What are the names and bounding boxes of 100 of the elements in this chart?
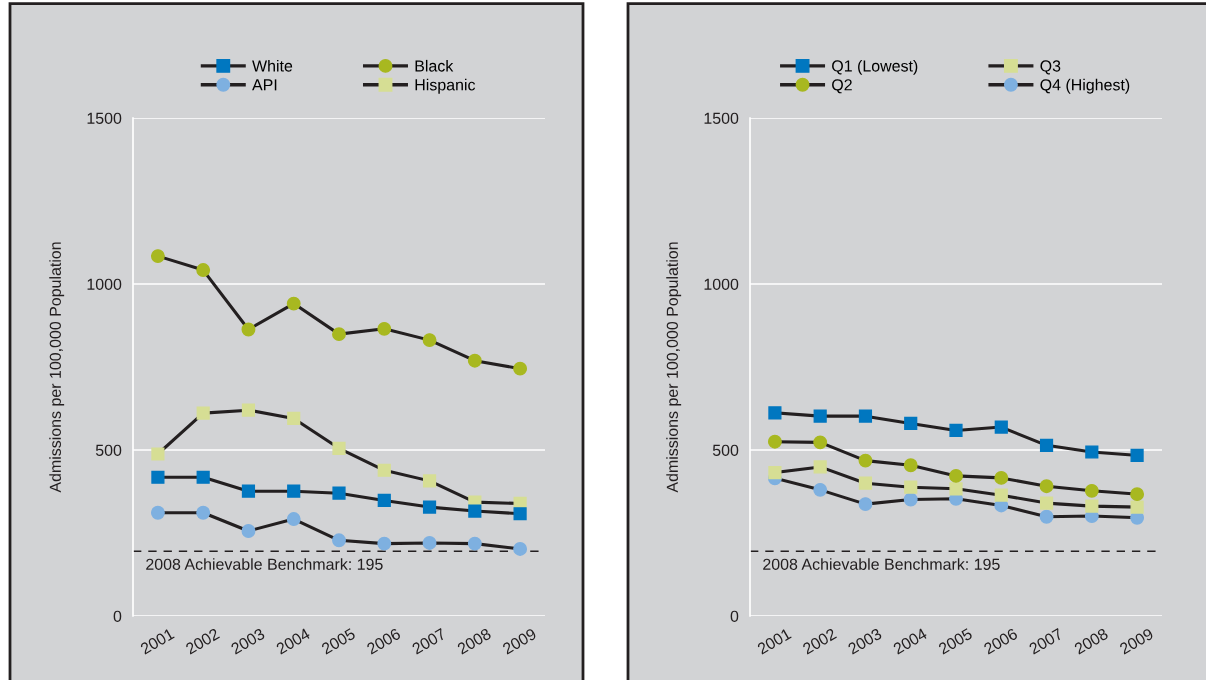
point [422,536,437,550]
point [513,541,528,556]
x-tick-label: 2006 [366,627,402,655]
point [768,406,782,420]
point [903,458,918,473]
y-tick-label: 1000 [704,278,739,290]
point [422,474,437,488]
point [377,493,391,508]
point [150,505,165,520]
point [151,470,165,484]
x-tick-label: 2007 [1028,627,1064,655]
y-tick-label: 1000 [87,278,122,290]
ref-line-label: 2008 Achievable Benchmark: 195 [763,558,1000,570]
point [858,453,873,468]
point [813,409,827,423]
point [241,322,256,337]
y-tick-label: 0 [730,610,739,622]
x-tick-label: 2004 [892,627,928,655]
point [196,470,210,484]
x-tick-label: 2003 [847,627,883,655]
point [287,484,301,498]
legend-label: Black [415,59,454,72]
x-tick-label: 2008 [1073,627,1109,655]
point [332,327,346,342]
y-tick-label: 500 [712,444,739,456]
x-tick-label: 2005 [937,627,973,655]
point [151,447,165,461]
point [196,505,211,520]
y-tick-label: 1500 [704,112,739,124]
x-tick-label: 2008 [456,627,492,655]
x-tick-label: 2009 [1118,627,1154,655]
point [1130,448,1144,462]
point [241,403,256,417]
point [994,470,1009,485]
legend-label: Q2 [832,79,852,94]
point [377,321,392,336]
x-tick-label: 2002 [801,627,838,655]
point [377,463,391,477]
point [813,460,827,474]
point [513,507,527,521]
point [286,512,301,527]
x-tick-label: 2001 [139,627,175,655]
point [196,263,211,278]
point [467,536,482,551]
x-tick-label: 2007 [411,627,447,655]
point [767,434,782,449]
point [377,536,392,551]
point [903,492,918,507]
point [287,411,301,426]
y-tick-label: 500 [95,444,122,456]
x-tick-label: 2009 [501,627,537,655]
point [1084,483,1099,498]
point [1039,438,1054,452]
point [949,482,963,496]
point [332,533,346,548]
point [858,497,873,512]
point [286,296,301,311]
point [994,488,1008,502]
point [241,524,256,538]
x-tick-label: 2003 [230,627,266,655]
point [513,361,528,376]
point [1130,487,1145,502]
legend-label: Q1 (Lowest) [832,59,918,75]
x-tick-label: 2002 [184,627,221,655]
legend-label: Hispanic [415,78,476,94]
y-axis-title: Admissions per 100,000 Population [49,242,65,493]
point [332,486,346,500]
point [858,476,873,490]
x-tick-label: 2001 [756,627,792,655]
ref-line-label: 2008 Achievable Benchmark: 195 [146,558,383,570]
point [468,504,482,518]
point [949,468,963,483]
point [422,500,437,514]
y-tick-label: 1500 [87,112,122,124]
point [1039,479,1054,494]
point [150,249,165,264]
point [1085,499,1099,513]
point [858,409,873,423]
legend-label: Q3 [1040,60,1061,75]
legend-label: White [252,59,293,72]
point [1039,496,1054,510]
point [949,423,963,438]
x-tick-label: 2006 [983,627,1019,655]
point [1085,445,1099,459]
point [904,480,918,494]
point [241,484,256,498]
point [994,420,1008,434]
point [1130,500,1144,514]
point [196,406,210,420]
y-tick-label: 0 [113,610,122,622]
point [768,465,782,480]
x-tick-label: 2004 [275,627,311,655]
point [813,435,828,450]
point [332,441,346,455]
point [467,353,482,368]
legend-label: Q4 (Highest) [1040,78,1130,94]
y-axis-title: Admissions per 100,000 Population [666,242,682,493]
point [1039,509,1054,524]
x-tick-label: 2005 [320,627,356,655]
legend-label: API [252,79,277,91]
